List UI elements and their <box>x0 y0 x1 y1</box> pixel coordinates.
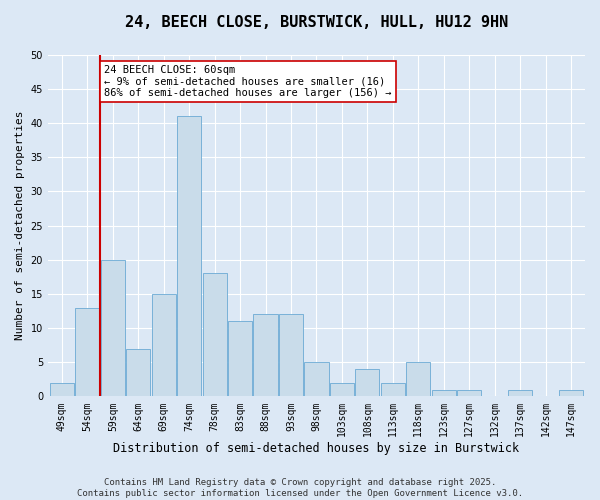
Bar <box>177 116 201 396</box>
Title: 24, BEECH CLOSE, BURSTWICK, HULL, HU12 9HN: 24, BEECH CLOSE, BURSTWICK, HULL, HU12 9… <box>125 15 508 30</box>
Bar <box>203 274 227 396</box>
Bar <box>75 308 100 396</box>
Bar <box>228 321 252 396</box>
Text: Contains HM Land Registry data © Crown copyright and database right 2025.
Contai: Contains HM Land Registry data © Crown c… <box>77 478 523 498</box>
X-axis label: Distribution of semi-detached houses by size in Burstwick: Distribution of semi-detached houses by … <box>113 442 520 455</box>
Bar <box>253 314 278 396</box>
Bar <box>559 390 583 396</box>
Bar <box>101 260 125 396</box>
Bar <box>355 369 379 396</box>
Bar <box>457 390 481 396</box>
Bar <box>50 382 74 396</box>
Y-axis label: Number of semi-detached properties: Number of semi-detached properties <box>15 111 25 340</box>
Bar <box>304 362 329 396</box>
Bar <box>381 382 405 396</box>
Text: 24 BEECH CLOSE: 60sqm
← 9% of semi-detached houses are smaller (16)
86% of semi-: 24 BEECH CLOSE: 60sqm ← 9% of semi-detac… <box>104 65 391 98</box>
Bar <box>406 362 430 396</box>
Bar <box>431 390 456 396</box>
Bar <box>508 390 532 396</box>
Bar <box>152 294 176 396</box>
Bar <box>279 314 303 396</box>
Bar <box>330 382 354 396</box>
Bar <box>126 348 151 397</box>
